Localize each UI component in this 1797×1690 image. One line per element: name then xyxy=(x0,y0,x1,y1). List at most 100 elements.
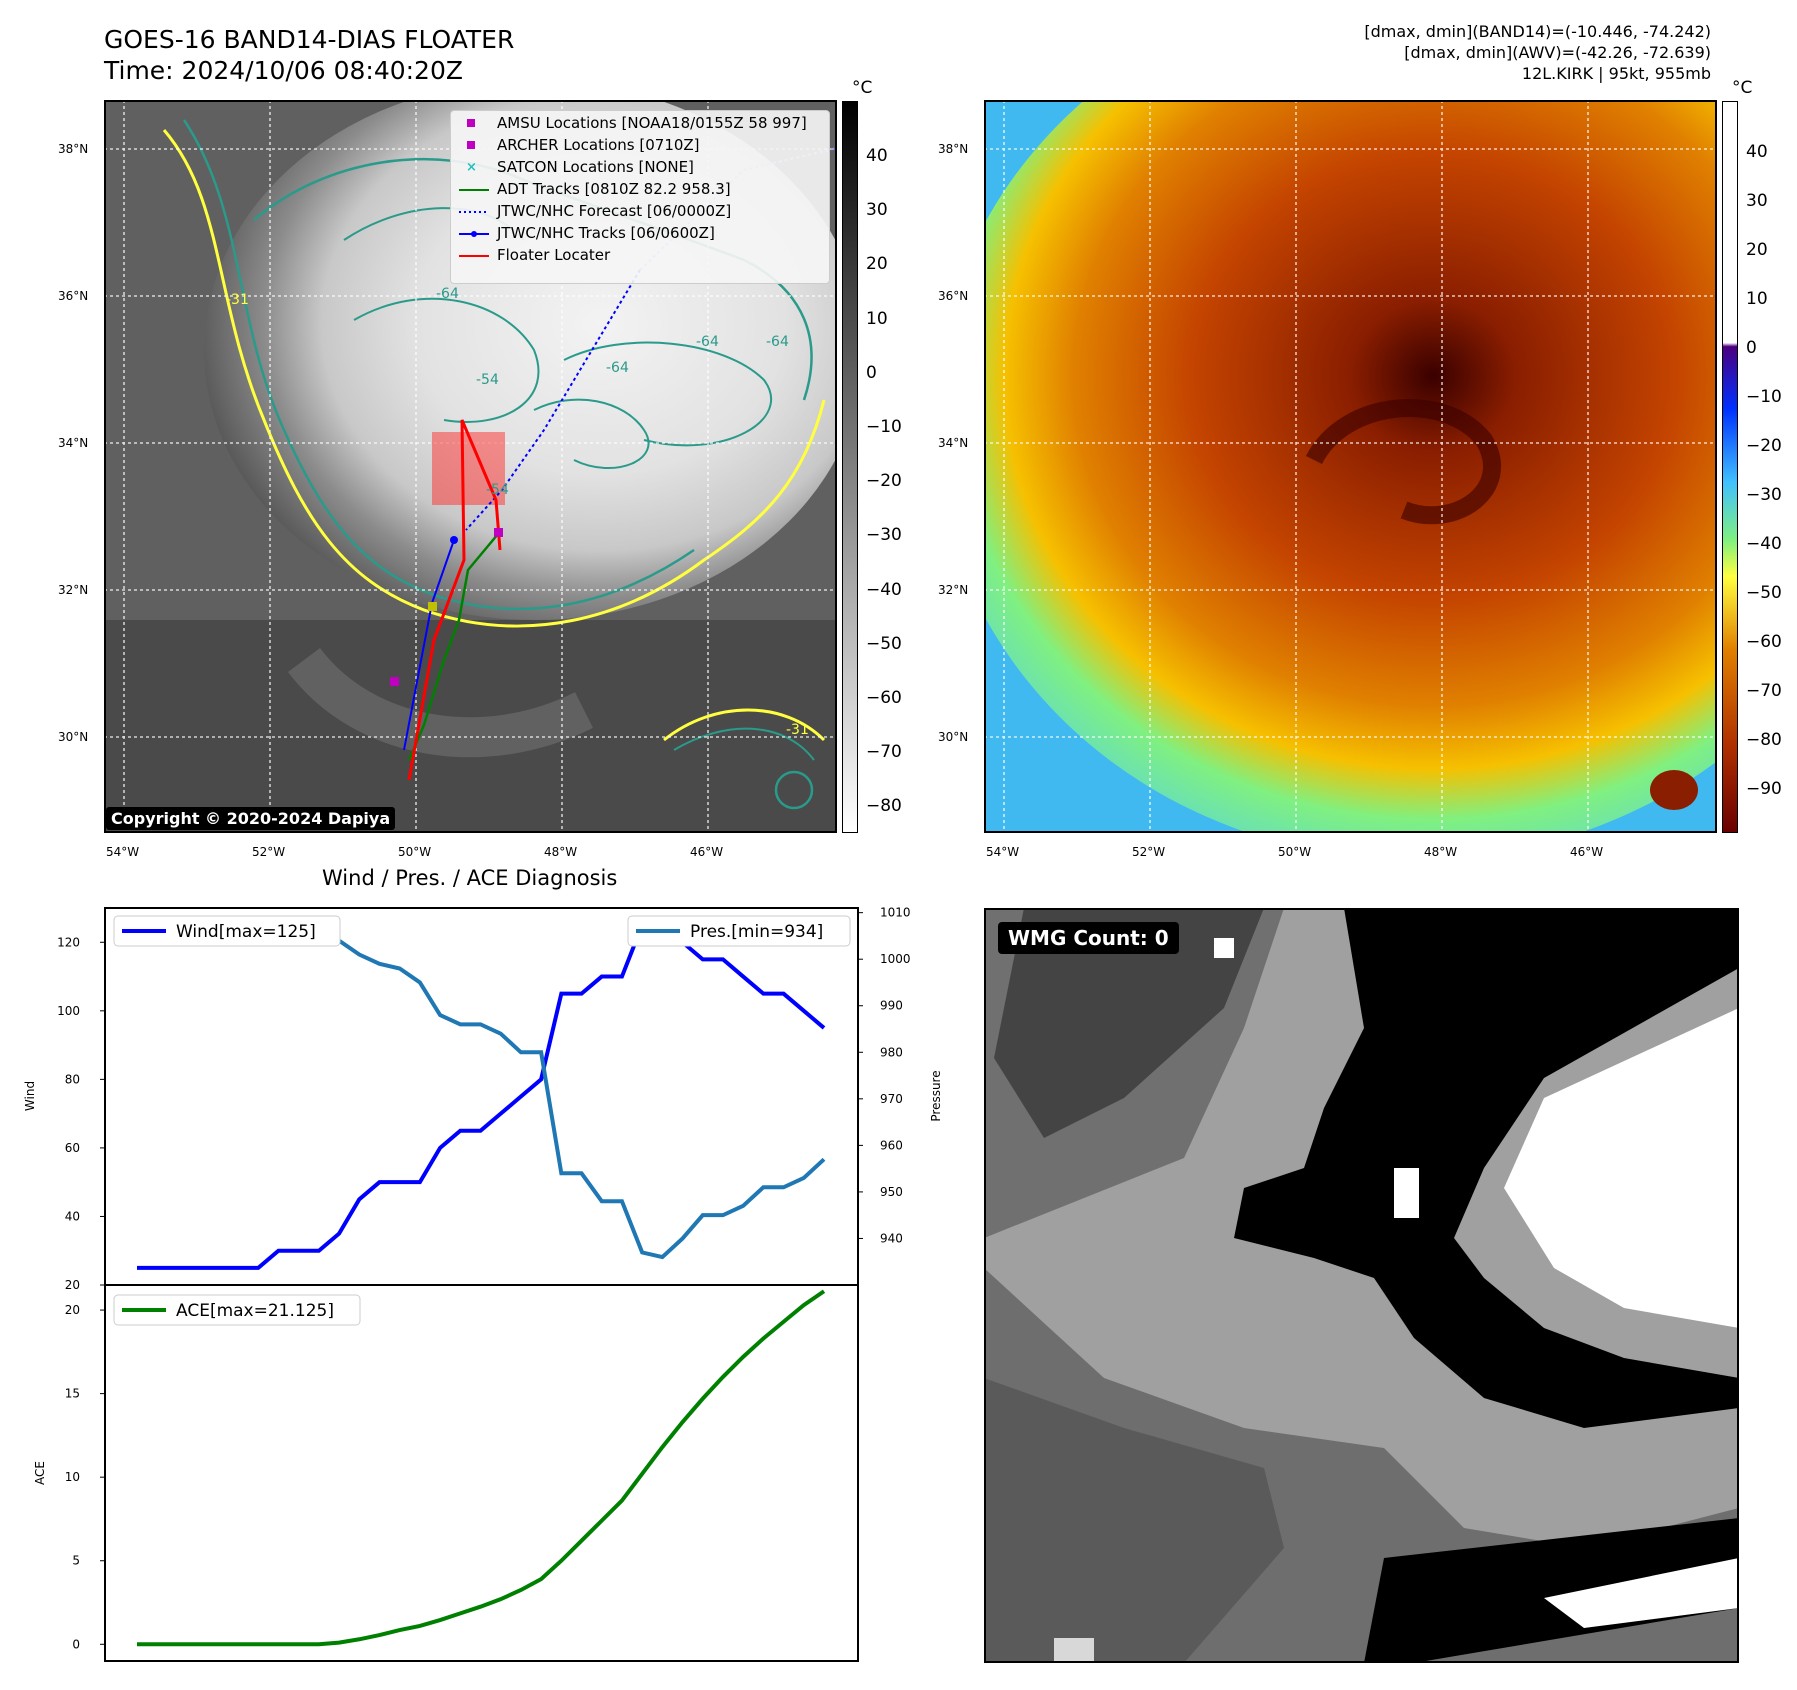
chart-title-line1: GOES-16 BAND14-DIAS FLOATER xyxy=(104,25,515,54)
lon-tick-label: 54°W xyxy=(106,845,140,859)
y-tick-label: 100 xyxy=(57,1004,80,1018)
colorbar-left-tick: −50 xyxy=(866,633,902,654)
svg-text:×: × xyxy=(466,160,477,175)
chart-title-line2: Time: 2024/10/06 08:40:20Z xyxy=(104,56,463,85)
legend-forecast: JTWC/NHC Forecast [06/0000Z] xyxy=(497,202,732,220)
lon-tick-label: 50°W xyxy=(1278,845,1312,859)
awv-map-image xyxy=(986,102,1715,831)
lat-tick-label: 34°N xyxy=(58,436,89,450)
colorbar-right-tick: −70 xyxy=(1746,681,1782,701)
legend-ace-box xyxy=(113,1294,361,1326)
y-tick-label: 120 xyxy=(57,935,80,949)
lat-tick-label: 32°N xyxy=(58,583,89,597)
contour-label: -64 xyxy=(436,286,459,302)
plot-frame xyxy=(104,907,859,1286)
legend-pressure-box xyxy=(627,915,851,947)
colorbar-left-tick: −20 xyxy=(866,471,902,492)
diagnosis-title: Wind / Pres. / ACE Diagnosis xyxy=(322,866,618,890)
colorbar-right-tick: −20 xyxy=(1746,436,1782,456)
band14-map-panel: -64 -64 -64 -64 -54 -54 -31 -31 × AMSU L… xyxy=(104,100,837,833)
map-legend: × AMSU Locations [NOAA18/0155Z 58 997] A… xyxy=(450,110,830,284)
colorbar-right-tick: −50 xyxy=(1746,583,1782,603)
legend-wind-label: Wind[max=125] xyxy=(176,922,316,942)
legend-pressure-label: Pres.[min=934] xyxy=(690,922,823,942)
legend-wind-box xyxy=(113,915,341,947)
wmg-count-label: WMG Count: 0 xyxy=(998,922,1179,954)
y-right-tick-label: 1000 xyxy=(880,952,911,966)
y-tick-label: 15 xyxy=(65,1387,80,1401)
colorbar-right xyxy=(1722,101,1738,833)
colorbar-left-tick: −10 xyxy=(866,417,902,437)
lon-tick-label: 52°W xyxy=(1132,845,1166,859)
y-right-tick-label: 940 xyxy=(880,1231,903,1245)
y-tick-label: 60 xyxy=(65,1141,80,1155)
y-right-tick-label: 960 xyxy=(880,1138,903,1152)
contour-label: -64 xyxy=(696,334,719,350)
colorbar-left-tick: 20 xyxy=(866,254,888,275)
lon-tick-label: 50°W xyxy=(398,845,432,859)
lat-tick-label: 38°N xyxy=(938,142,969,156)
colorbar-left-tick: −70 xyxy=(866,742,902,763)
y-tick-label: 10 xyxy=(65,1470,80,1484)
lon-tick-label: 46°W xyxy=(690,845,724,859)
lon-tick-label: 48°W xyxy=(544,845,578,859)
y-tick-label: 40 xyxy=(65,1209,80,1223)
y-tick-label: 20 xyxy=(65,1278,80,1290)
colorbar-right-tick: 0 xyxy=(1746,338,1757,358)
y-tick-label: 5 xyxy=(72,1554,80,1568)
lat-tick-label: 38°N xyxy=(58,142,89,156)
lat-tick-label: 32°N xyxy=(938,583,969,597)
legend-amsu: AMSU Locations [NOAA18/0155Z 58 997] xyxy=(497,114,807,132)
copyright-label: Copyright © 2020-2024 Dapiya xyxy=(106,807,396,830)
awv-map-panel xyxy=(984,100,1717,833)
colorbar-left-tick: −40 xyxy=(866,579,902,600)
y-axis-label: Wind xyxy=(23,1081,37,1111)
colorbar-right-tick: −80 xyxy=(1746,730,1782,750)
lon-tick-label: 52°W xyxy=(252,845,286,859)
contour-label: -64 xyxy=(606,360,629,376)
ace-chart: 0 5 10 15 20 ACE ACE[max=21.125] xyxy=(33,1284,859,1662)
y-right-tick-label: 1010 xyxy=(880,906,911,920)
legend-satcon: SATCON Locations [NONE] xyxy=(497,158,694,176)
wmg-image xyxy=(986,910,1737,1661)
contour-label: -54 xyxy=(476,372,499,388)
info-awv: [dmax, dmin](AWV)=(-42.26, -72.639) xyxy=(1404,43,1711,62)
colorbar-left-tick: −80 xyxy=(866,796,902,817)
legend-archer: ARCHER Locations [0710Z] xyxy=(497,136,700,154)
y-tick-label: 80 xyxy=(65,1072,80,1086)
lon-tick-label: 46°W xyxy=(1570,845,1604,859)
info-band14: [dmax, dmin](BAND14)=(-10.446, -74.242) xyxy=(1364,22,1711,41)
colorbar-right-tick: −90 xyxy=(1746,779,1782,799)
colorbar-right-tick: 40 xyxy=(1746,142,1768,162)
contour-label: -64 xyxy=(766,334,789,350)
colorbar-right-tick: 30 xyxy=(1746,191,1768,211)
lat-tick-label: 36°N xyxy=(938,289,969,303)
y-right-axis-label: Pressure xyxy=(929,1070,943,1121)
lat-tick-label: 34°N xyxy=(938,436,969,450)
y-right-tick-label: 950 xyxy=(880,1185,903,1199)
lon-tick-label: 48°W xyxy=(1424,845,1458,859)
contour-label: -31 xyxy=(786,722,809,738)
colorbar-right-tick: −40 xyxy=(1746,534,1782,554)
colorbar-right-unit: °C xyxy=(1732,78,1753,98)
info-storm: 12L.KIRK | 95kt, 955mb xyxy=(1521,64,1711,83)
contour-label: -31 xyxy=(226,292,249,308)
legend-adt: ADT Tracks [0810Z 82.2 958.3] xyxy=(497,180,731,198)
colorbar-right-tick: 20 xyxy=(1746,240,1768,260)
contour-label: -54 xyxy=(486,482,509,498)
lon-tick-label: 54°W xyxy=(986,845,1020,859)
colorbar-left-tick: 40 xyxy=(866,146,888,166)
y-right-tick-label: 990 xyxy=(880,999,903,1013)
series-line-wind xyxy=(137,923,826,1270)
y-tick-label: 20 xyxy=(65,1303,80,1317)
colorbar-left xyxy=(842,101,858,833)
lat-tick-label: 30°N xyxy=(938,730,969,744)
series-line-pressure xyxy=(137,924,826,1260)
y-axis-label: ACE xyxy=(33,1461,47,1485)
y-tick-label: 0 xyxy=(72,1637,80,1651)
colorbar-left-tick: 0 xyxy=(866,362,877,383)
colorbar-left-tick: 30 xyxy=(866,200,888,221)
y-right-tick-label: 970 xyxy=(880,1092,903,1106)
plot-frame xyxy=(104,1284,859,1662)
wind-pressure-chart: 20 40 60 80 100 120 940 950 960 970 980 990 1000 1010… xyxy=(23,906,943,1290)
